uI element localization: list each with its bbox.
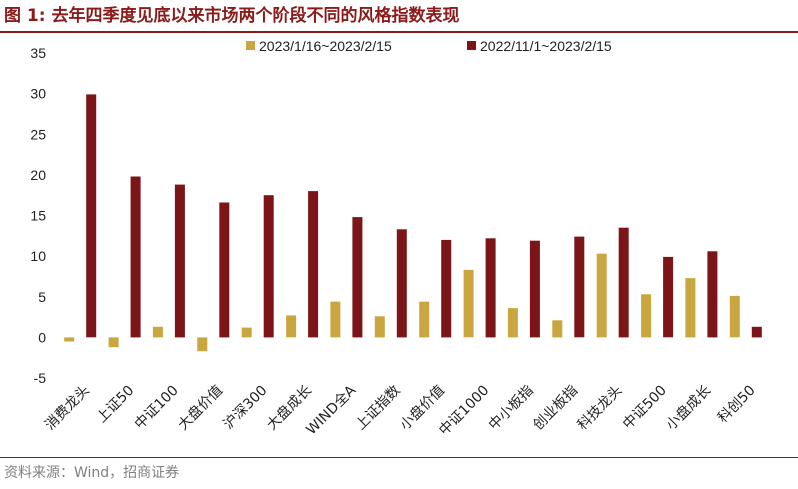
bar-series-1-2 [152,326,163,338]
bar-series-2-10 [529,240,540,338]
bar-series-2-4 [263,195,274,338]
bar-series-1-5 [286,315,297,338]
x-tick-label: 上证指数 [353,383,404,434]
bar-series-2-0 [86,94,97,338]
y-tick-label: 25 [30,126,46,142]
x-tick-label: 沪深300 [221,383,271,433]
x-tick-label: 小盘成长 [663,382,715,434]
bar-series-1-14 [685,278,696,338]
y-tick-label: 15 [30,208,46,224]
y-axis: -5 0 5 10 15 20 25 30 35 [30,45,46,386]
y-tick-label: -5 [34,370,47,386]
legend-label-series-2: 2022/11/1~2023/2/15 [480,38,612,54]
x-tick-label: 中证100 [132,383,182,433]
bar-series-1-0 [64,337,75,342]
x-tick-label: 创业板指 [530,383,581,434]
bar-series-2-5 [308,191,319,338]
legend-swatch-series-1 [246,41,255,50]
bar-series-1-8 [419,301,430,338]
bar-series-1-7 [374,316,385,338]
x-tick-label: 中小板指 [486,383,537,434]
bar-series-1-1 [108,337,119,348]
bar-series-2-2 [174,184,185,338]
x-tick-label: 中证500 [620,383,670,433]
bar-series-2-6 [352,217,363,338]
y-tick-label: 10 [30,248,46,264]
x-tick-label: 科创50 [715,383,759,427]
bar-series-2-12 [618,227,629,338]
bar-series-1-15 [729,295,740,338]
bar-series-1-12 [596,253,607,338]
bars [64,94,762,352]
bar-series-2-14 [707,251,718,338]
legend-swatch-series-2 [467,41,476,50]
bar-series-1-13 [641,294,652,338]
bar-series-1-9 [463,269,474,338]
source-note: 资料来源：Wind，招商证券 [4,465,180,481]
y-tick-label: 20 [30,167,46,183]
y-tick-label: 0 [38,329,46,345]
bar-series-1-6 [330,301,341,338]
title-divider [0,31,798,33]
bottom-divider [0,457,798,458]
x-axis-labels: 消费龙头 上证50中证100大盘价值沪深300大盘成长WIND全A上证指数小盘价值… [42,382,759,439]
y-tick-label: 35 [30,45,46,61]
bar-series-2-8 [441,239,452,338]
bar-series-2-15 [751,326,762,338]
bar-series-1-11 [552,320,563,338]
x-tick-label: 大盘价值 [175,382,227,434]
bar-series-1-10 [507,308,518,338]
x-tick-label: 上证50 [94,383,138,427]
bar-series-1-4 [241,327,252,338]
bar-series-2-9 [485,238,496,338]
y-tick-label: 30 [30,86,46,102]
legend: 2023/1/16~2023/2/15 2022/11/1~2023/2/15 [246,38,612,54]
bar-series-1-3 [197,337,208,352]
bar-chart: -5 0 5 10 15 20 25 30 35 消费龙头 上证50中证100大盘价值沪深300大… [30,38,762,439]
x-tick-label: 消费龙头 [42,383,93,434]
bar-series-2-7 [396,229,407,338]
y-tick-label: 5 [38,289,46,305]
bar-series-2-1 [130,176,141,338]
x-tick-label: WIND全A [303,382,360,439]
figure-title: 图 1: 去年四季度见底以来市场两个阶段不同的风格指数表现 [4,6,460,26]
bar-series-2-3 [219,202,230,338]
bar-series-2-13 [663,256,674,338]
legend-label-series-1: 2023/1/16~2023/2/15 [259,38,392,54]
bar-series-2-11 [574,236,585,338]
x-tick-label: 科技龙头 [575,383,626,434]
